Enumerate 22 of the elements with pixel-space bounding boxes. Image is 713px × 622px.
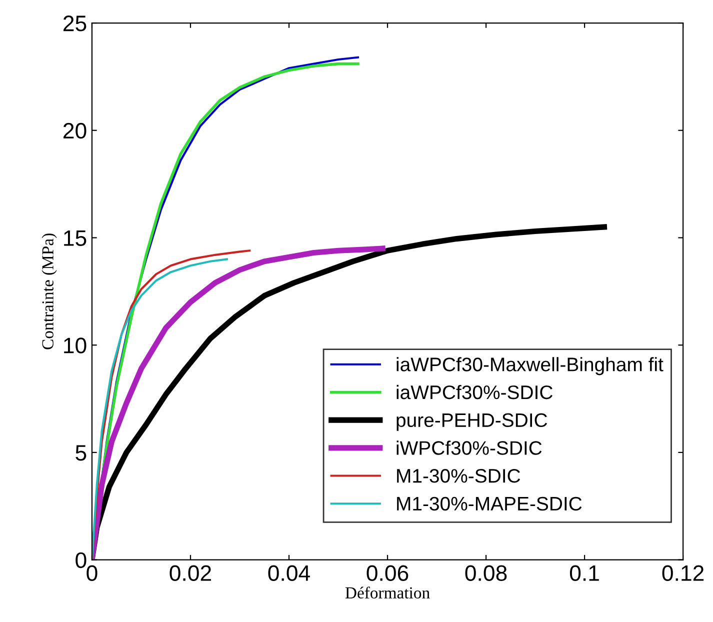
legend-label: pure-PEHD-SDIC: [396, 413, 548, 431]
line-series: [92, 258, 228, 560]
y-tick-label: 20: [64, 122, 86, 139]
x-tick-label: 0.1: [570, 565, 599, 581]
y-axis-title: Contrainte (MPa): [42, 234, 57, 350]
x-axis-title: Déformation: [345, 586, 430, 598]
y-tick-label: 25: [64, 16, 86, 32]
legend-label: iaWPCf30%-SDIC: [396, 384, 552, 400]
x-tick-label: 0.12: [662, 565, 704, 581]
x-tick-label: 0: [86, 565, 98, 581]
legend-label: M1-30%-SDIC: [397, 468, 520, 483]
y-tick-label: 5: [76, 445, 86, 461]
y-tick-label: 0: [76, 552, 86, 568]
x-tick-label: 0.08: [465, 565, 507, 581]
x-tick-label: 0.02: [170, 565, 211, 581]
legend-label: M1-30%-MAPE-SDIC: [397, 496, 582, 511]
x-tick-label: 0.06: [366, 565, 408, 581]
y-tick-label: 15: [64, 230, 86, 246]
y-tick-label: 10: [64, 338, 86, 354]
legend-label: iaWPCf30-Maxwell-Bingham fit: [396, 357, 664, 376]
legend-label: iWPCf30%-SDIC: [396, 440, 542, 455]
x-tick-label: 0.04: [268, 565, 310, 581]
